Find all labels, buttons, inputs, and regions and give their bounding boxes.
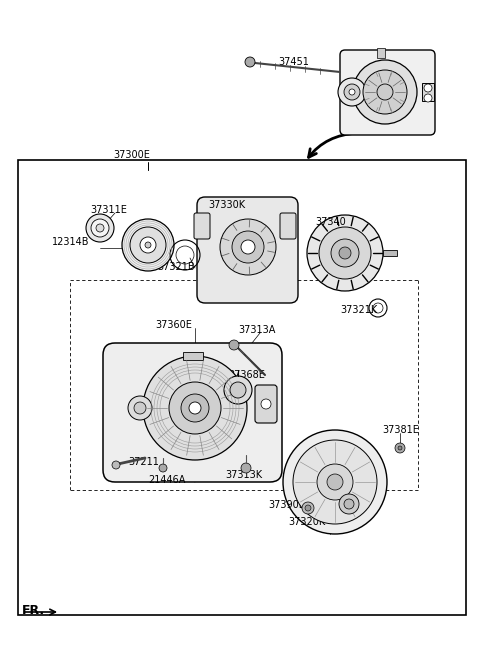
Text: 21446A: 21446A [148,475,185,485]
Circle shape [91,219,109,237]
Circle shape [112,461,120,469]
Bar [183,352,203,360]
Circle shape [319,227,371,279]
Circle shape [339,247,351,259]
Text: 37381E: 37381E [382,425,419,435]
Circle shape [241,463,251,473]
Circle shape [327,474,343,490]
Text: 37211: 37211 [128,457,159,467]
Circle shape [307,215,383,291]
Circle shape [398,446,402,450]
Text: 37313A: 37313A [238,325,276,335]
Circle shape [293,440,377,524]
Circle shape [344,499,354,509]
Circle shape [229,340,239,350]
Circle shape [134,402,146,414]
Circle shape [317,464,353,500]
Text: 37368E: 37368E [228,370,265,380]
Text: 37321K: 37321K [340,305,377,315]
Circle shape [96,224,104,232]
Circle shape [424,94,432,102]
Circle shape [283,430,387,534]
Circle shape [140,237,156,253]
Bar [422,83,434,101]
FancyBboxPatch shape [280,213,296,239]
Circle shape [339,494,359,514]
Bar [18,160,466,615]
Bar [383,250,397,256]
Circle shape [145,242,151,248]
Circle shape [224,376,252,404]
Circle shape [302,502,314,514]
FancyBboxPatch shape [255,385,277,423]
Circle shape [220,219,276,275]
Circle shape [424,84,432,92]
Circle shape [189,402,201,414]
FancyBboxPatch shape [103,343,282,482]
Text: FR.: FR. [22,603,45,616]
Text: 12314B: 12314B [52,237,89,247]
Circle shape [181,394,209,422]
Circle shape [395,443,405,453]
Circle shape [331,239,359,267]
Circle shape [241,240,255,254]
Circle shape [130,227,166,263]
Text: 37451: 37451 [278,57,309,67]
Circle shape [232,231,264,263]
Circle shape [353,60,417,124]
Circle shape [344,84,360,100]
Text: 37311E: 37311E [90,205,127,215]
Circle shape [305,505,311,511]
Circle shape [86,214,114,242]
Circle shape [261,399,271,409]
FancyBboxPatch shape [340,50,435,135]
Text: 37340: 37340 [315,217,346,227]
Circle shape [159,464,167,472]
Circle shape [230,382,246,398]
Text: 37313K: 37313K [225,470,262,480]
Circle shape [169,382,221,434]
Text: 37320K: 37320K [288,517,325,527]
FancyBboxPatch shape [194,213,210,239]
Circle shape [143,356,247,460]
FancyBboxPatch shape [197,197,298,303]
Text: 37300E: 37300E [113,150,150,160]
Circle shape [245,57,255,67]
Text: 37360E: 37360E [155,320,192,330]
Circle shape [338,78,366,106]
Circle shape [349,89,355,95]
Text: 37390B: 37390B [268,500,305,510]
Text: 37321B: 37321B [157,262,194,272]
Circle shape [363,70,407,114]
Circle shape [128,396,152,420]
Circle shape [122,219,174,271]
Text: 37330K: 37330K [208,200,245,210]
Bar [377,48,385,58]
Circle shape [377,84,393,100]
